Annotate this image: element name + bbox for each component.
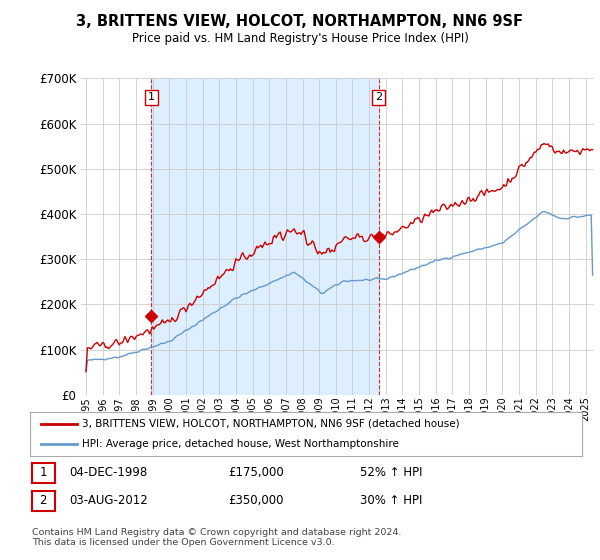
Text: 04-DEC-1998: 04-DEC-1998 (69, 466, 147, 479)
Text: 2: 2 (40, 494, 47, 507)
Text: 3, BRITTENS VIEW, HOLCOT, NORTHAMPTON, NN6 9SF: 3, BRITTENS VIEW, HOLCOT, NORTHAMPTON, N… (77, 14, 523, 29)
Text: 3, BRITTENS VIEW, HOLCOT, NORTHAMPTON, NN6 9SF (detached house): 3, BRITTENS VIEW, HOLCOT, NORTHAMPTON, N… (82, 419, 460, 429)
Text: Price paid vs. HM Land Registry's House Price Index (HPI): Price paid vs. HM Land Registry's House … (131, 32, 469, 45)
Text: HPI: Average price, detached house, West Northamptonshire: HPI: Average price, detached house, West… (82, 439, 400, 449)
Text: 03-AUG-2012: 03-AUG-2012 (69, 494, 148, 507)
Text: Contains HM Land Registry data © Crown copyright and database right 2024.
This d: Contains HM Land Registry data © Crown c… (32, 528, 401, 547)
Text: 52% ↑ HPI: 52% ↑ HPI (360, 466, 422, 479)
Text: £175,000: £175,000 (228, 466, 284, 479)
Text: 1: 1 (148, 92, 155, 102)
Text: 1: 1 (40, 466, 47, 479)
Text: 30% ↑ HPI: 30% ↑ HPI (360, 494, 422, 507)
Text: £350,000: £350,000 (228, 494, 284, 507)
Bar (151, 78, 379, 395)
Text: 2: 2 (375, 92, 382, 102)
